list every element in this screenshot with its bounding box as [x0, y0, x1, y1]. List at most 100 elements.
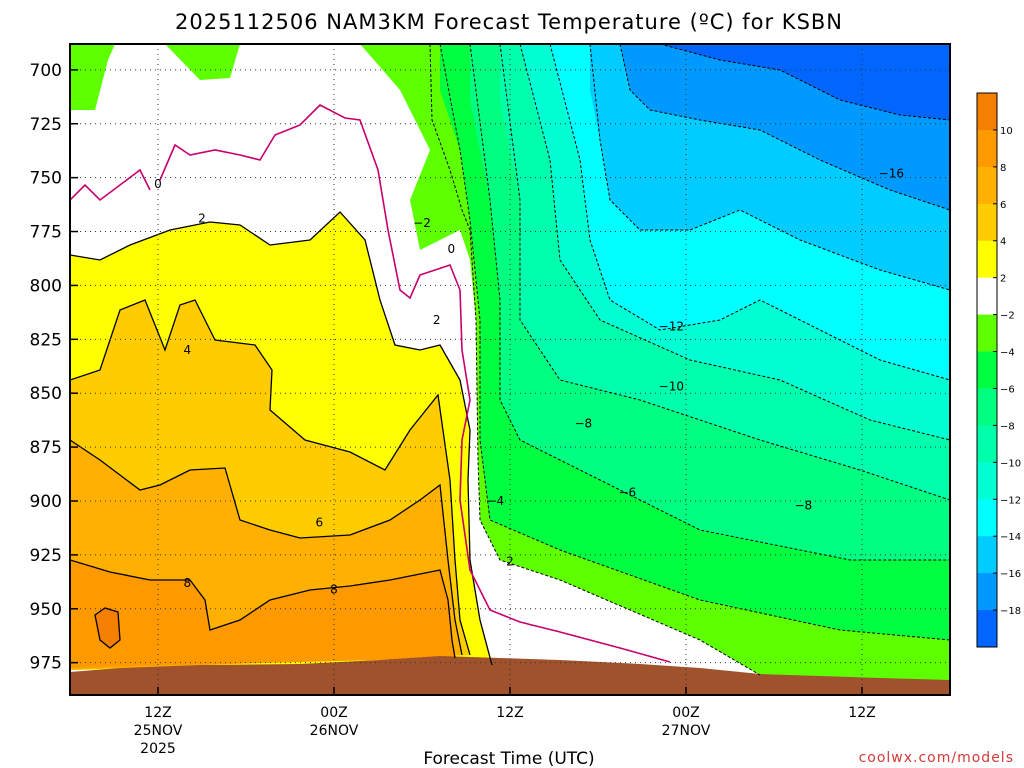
y-tick-label: 925 — [30, 546, 62, 566]
colorbar-tick-label: 6 — [1000, 200, 1006, 211]
x-tick-label: 12Z — [848, 705, 875, 721]
colorbar-segment — [977, 388, 997, 426]
colorbar-segment — [977, 351, 997, 389]
colorbar-frame — [976, 92, 998, 648]
isotherm-minus6 — [469, 44, 950, 561]
colorbar-segment — [977, 425, 997, 463]
x-tick-label: 12Z — [144, 705, 171, 721]
region-warm-8 — [70, 560, 455, 668]
colorbar-segment — [977, 536, 997, 574]
y-tick-label: 750 — [30, 169, 62, 189]
y-tick-label: 975 — [30, 654, 62, 674]
isotherm-plus6 — [70, 439, 463, 656]
isotherm-minus2 — [429, 44, 761, 676]
colorbar-tick-label: 2 — [1000, 274, 1006, 285]
credit-text: coolwx.com/models — [859, 750, 1014, 766]
x-tick-label: 00Z — [320, 705, 347, 721]
ground-terrain — [70, 656, 950, 695]
contour-label: 2 — [198, 212, 206, 226]
isotherm-plus8 — [70, 559, 456, 659]
contour-lines-cold — [429, 44, 950, 676]
contour-label: 8 — [184, 576, 192, 590]
colorbar-segment — [977, 93, 997, 131]
colorbar-tick-label: −2 — [1000, 311, 1015, 322]
y-tick-label: 950 — [30, 600, 62, 620]
y-tick-label: 800 — [30, 276, 62, 296]
contour-label: −2 — [413, 216, 431, 230]
colorbar-tick-label: 8 — [1000, 163, 1006, 174]
colorbar-tick-label: −14 — [1000, 532, 1021, 543]
contour-label: 6 — [316, 516, 324, 530]
x-tick-label: 27NOV — [662, 723, 711, 739]
colorbar-tick-label: −18 — [1000, 606, 1021, 617]
colorbar-tick-label: 4 — [1000, 237, 1006, 248]
isotherm-minus14 — [589, 44, 950, 291]
contour-label: 2 — [506, 554, 514, 568]
region-cold-upper-green-2 — [165, 44, 240, 80]
isotherm-minus18 — [659, 44, 950, 121]
isotherm-minus10 — [519, 44, 950, 441]
y-tick-label: 850 — [30, 384, 62, 404]
contour-lines-warm — [70, 211, 493, 666]
isotherm-minus12 — [549, 44, 950, 381]
contour-label: −8 — [794, 498, 812, 512]
colorbar-tick-label: −8 — [1000, 421, 1015, 432]
x-tick-label: 26NOV — [310, 723, 359, 739]
contour-label: −8 — [574, 416, 592, 430]
colorbar-segment — [977, 129, 997, 168]
colorbar-segment — [977, 277, 997, 316]
grid-lines — [70, 44, 950, 695]
colorbar-segment — [977, 610, 997, 648]
isotherm-minus16 — [619, 44, 950, 211]
contour-label: −6 — [618, 485, 636, 499]
y-tick-label: 700 — [30, 61, 62, 81]
y-tick-label: 825 — [30, 330, 62, 350]
colorbar-segment — [977, 499, 997, 537]
colorbar-tick-label: −12 — [1000, 495, 1021, 506]
x-axis: 12Z 25NOV 2025 00Z 26NOV 12Z 00Z 27NOV 12Z — [134, 687, 876, 757]
colorbar-tick-label: 10 — [1000, 126, 1013, 137]
y-tick-label: 775 — [30, 223, 62, 243]
x-tick-label: 12Z — [496, 705, 523, 721]
y-axis: 700 725 750 775 800 825 850 875 900 925 950 975 — [30, 61, 78, 674]
isotherm-minus8 — [499, 44, 950, 501]
colorbar-segment — [977, 314, 997, 353]
contour-label: 2 — [433, 313, 441, 327]
isotherm-zero-main — [159, 104, 671, 663]
isotherm-zero-upper — [70, 168, 151, 202]
isotherm-plus10 — [94, 607, 121, 649]
contour-label: −10 — [659, 380, 684, 394]
x-tick-label: 00Z — [672, 705, 699, 721]
colorbar-segment — [977, 203, 997, 242]
colorbar-segment — [977, 573, 997, 611]
colorbar-segment — [977, 462, 997, 500]
colorbar-tick-label: −16 — [1000, 569, 1021, 580]
contour-label: −12 — [659, 319, 684, 333]
isotherm-plus2 — [70, 211, 493, 666]
contour-lines-zero — [70, 104, 671, 663]
colorbar-tick-label: −6 — [1000, 384, 1015, 395]
colorbar-tick-label: −10 — [1000, 458, 1021, 469]
y-tick-label: 725 — [30, 115, 62, 135]
contour-label: 0 — [448, 242, 456, 256]
colorbar: 10 8 6 4 2 −2 −4 −6 −8 −10 −12 −14 −16 −18 — [976, 92, 1021, 648]
colorbar-segment — [977, 166, 997, 205]
x-tick-label: 25NOV — [134, 723, 183, 739]
chart-title: 2025112506 NAM3KM Forecast Temperature (… — [175, 10, 843, 34]
contour-label: 0 — [154, 177, 162, 191]
contour-label: −16 — [879, 166, 904, 180]
region-warm-10 — [95, 608, 120, 648]
colorbar-segment — [977, 240, 997, 279]
contour-label: 8 — [330, 582, 338, 596]
contour-labels: 0 2 4 6 8 8 −2 0 2 −4 2 −8 −6 −10 −12 −8 −16 — [154, 166, 904, 596]
y-tick-label: 875 — [30, 438, 62, 458]
contour-label: −4 — [486, 494, 504, 508]
isotherm-plus4 — [70, 299, 471, 656]
x-axis-title: Forecast Time (UTC) — [423, 749, 594, 768]
isotherm-minus4 — [439, 44, 950, 641]
plot-area: 0 2 4 6 8 8 −2 0 2 −4 2 −8 −6 −10 −12 −8 −16 — [70, 44, 950, 695]
region-cold-upper-green — [70, 44, 115, 110]
contour-label: 4 — [184, 343, 192, 357]
colorbar-tick-label: −4 — [1000, 348, 1015, 359]
